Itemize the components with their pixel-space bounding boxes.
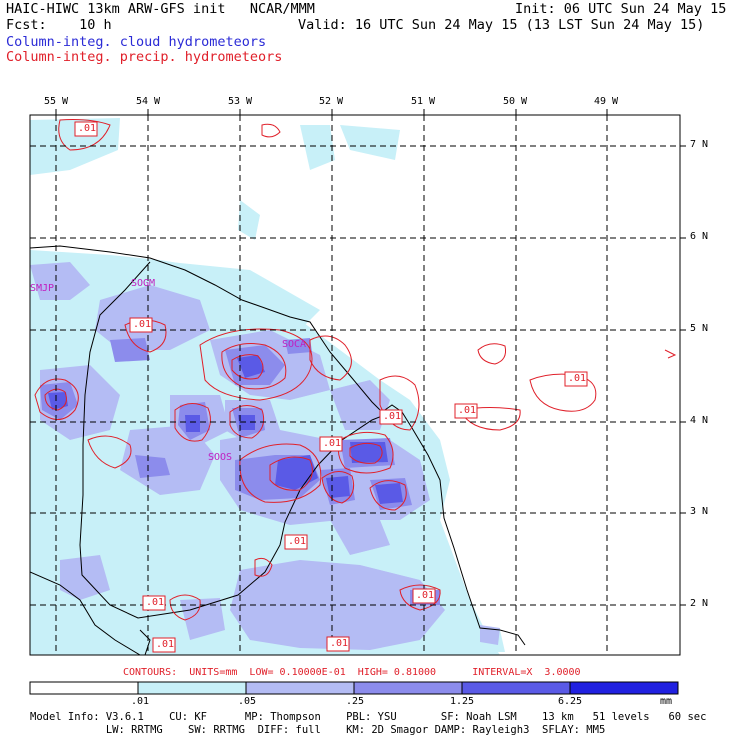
lon-label: 51 W	[411, 96, 436, 107]
lon-label: 50 W	[503, 96, 528, 107]
colorbar-label: 1.25	[450, 696, 475, 707]
model-info-line1: Model Info: V3.6.1 CU: KF MP: Thompson P…	[30, 711, 707, 723]
contour-label: .01	[383, 411, 402, 422]
model-info-line2: LW: RRTMG SW: RRTMG DIFF: full KM: 2D Sm…	[30, 724, 606, 736]
lat-label: 4 N	[690, 415, 709, 426]
contour-label: .01	[133, 319, 152, 330]
lat-label: 3 N	[690, 506, 709, 517]
map-frame	[29, 114, 681, 656]
station-label: SOOS	[208, 452, 233, 463]
lat-label: 6 N	[690, 231, 709, 242]
lat-label: 5 N	[690, 323, 709, 334]
forecast-hour: Fcst: 10 h	[6, 17, 112, 33]
station-label: SOGM	[131, 278, 156, 289]
lon-label: 49 W	[594, 96, 619, 107]
contour-label: .01	[288, 536, 307, 547]
precip-legend: Column-integ. precip. hydrometeors	[6, 49, 283, 65]
contour-label: .01	[458, 405, 477, 416]
contour-label: .01	[146, 597, 165, 608]
contour-label: .01	[78, 123, 97, 134]
lon-label: 53 W	[228, 96, 253, 107]
contours-info: CONTOURS: UNITS=mm LOW= 0.10000E-01 HIGH…	[123, 667, 581, 678]
cloud-legend: Column-integ. cloud hydrometeors	[6, 34, 267, 50]
model-title: HAIC-HIWC 13km ARW-GFS init NCAR/MMM	[6, 1, 315, 17]
contour-label: .01	[568, 373, 587, 384]
valid-time: Valid: 16 UTC Sun 24 May 15 (13 LST Sun …	[298, 17, 705, 33]
lat-label: 2 N	[690, 598, 709, 609]
init-time: Init: 06 UTC Sun 24 May 15	[515, 1, 727, 17]
colorbar-label: .05	[238, 696, 257, 707]
lat-lon-grid	[30, 115, 680, 655]
contour-label-boxes	[74, 121, 588, 653]
map-ticks	[55, 109, 686, 606]
contour-label: .01	[416, 590, 435, 601]
contour-label: .01	[330, 638, 349, 649]
station-label: SOCA	[282, 339, 307, 350]
colorbar	[29, 681, 679, 695]
contour-label: .01	[156, 639, 175, 650]
colorbar-label: .25	[346, 696, 365, 707]
contour-label: .01	[323, 438, 342, 449]
colorbar-label: .01	[131, 696, 150, 707]
colorbar-label: 6.25	[558, 696, 583, 707]
station-label: SMJP	[30, 283, 55, 294]
lon-label: 55 W	[44, 96, 69, 107]
lon-label: 52 W	[319, 96, 344, 107]
lon-label: 54 W	[136, 96, 161, 107]
colorbar-unit: mm	[660, 696, 673, 707]
lat-label: 7 N	[690, 139, 709, 150]
